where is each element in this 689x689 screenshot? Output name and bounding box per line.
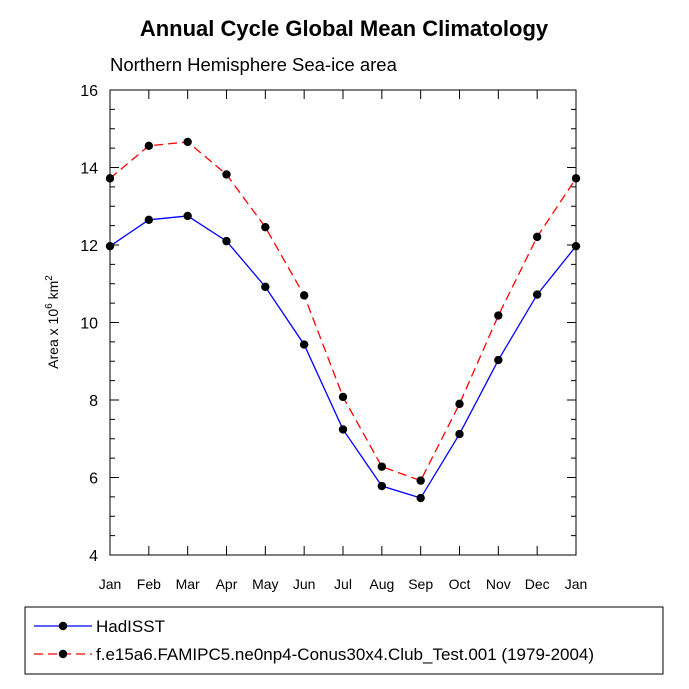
y-axis-label-unit: km bbox=[45, 281, 61, 304]
x-tick-label: Nov bbox=[486, 576, 511, 592]
y-axis-label-sup1: 6 bbox=[44, 303, 55, 309]
x-tick-label: Jan bbox=[99, 576, 122, 592]
y-tick-label: 16 bbox=[80, 83, 98, 100]
x-tick-label: May bbox=[252, 576, 278, 592]
data-point bbox=[261, 282, 270, 292]
legend-swatch-marker bbox=[58, 649, 68, 659]
series-layer bbox=[105, 137, 581, 503]
legend: HadISST f.e15a6.FAMIPC5.ne0np4-Conus30x4.… bbox=[34, 617, 594, 664]
data-point bbox=[571, 241, 581, 251]
x-tick-label: Oct bbox=[449, 576, 471, 592]
data-point bbox=[571, 174, 581, 183]
y-tick-label: 6 bbox=[89, 471, 98, 488]
legend-entry-label: HadISST bbox=[96, 617, 165, 636]
y-axis-label-text: Area x 10 bbox=[45, 309, 61, 369]
y-tick-label: 4 bbox=[89, 548, 98, 565]
data-point bbox=[338, 425, 348, 434]
x-tick-label: Mar bbox=[176, 576, 200, 592]
y-axis: 4 6 8 10 12 14 16 bbox=[80, 83, 576, 565]
y-axis-label: Area x 106 km2 bbox=[44, 275, 61, 369]
x-tick-label: Aug bbox=[369, 576, 394, 592]
y-tick-label: 14 bbox=[80, 161, 98, 178]
legend-swatch-marker bbox=[58, 621, 68, 631]
data-point bbox=[494, 355, 503, 365]
chart-title: Annual Cycle Global Mean Climatology bbox=[140, 16, 549, 41]
x-tick-label: Apr bbox=[216, 576, 238, 592]
data-point bbox=[261, 222, 270, 232]
data-point bbox=[105, 174, 115, 183]
y-tick-label: 10 bbox=[80, 316, 98, 333]
x-tick-label: Sep bbox=[408, 576, 433, 592]
x-tick-label: Jan bbox=[565, 576, 588, 592]
data-point bbox=[183, 137, 192, 147]
x-tick-label: Dec bbox=[525, 576, 550, 592]
x-tick-label: Jun bbox=[293, 576, 316, 592]
x-axis: Jan Feb Mar Apr May Jun Jul Aug Sep Oct Nov Dec Jan bbox=[99, 90, 588, 592]
chart-subtitle: Northern Hemisphere Sea-ice area bbox=[110, 54, 398, 75]
data-point bbox=[144, 141, 154, 150]
data-point bbox=[455, 399, 464, 409]
data-point bbox=[377, 481, 387, 491]
data-point bbox=[494, 311, 503, 320]
data-point bbox=[338, 392, 348, 402]
data-point bbox=[222, 236, 231, 246]
data-point bbox=[532, 290, 542, 299]
series-line-0 bbox=[109, 215, 577, 499]
data-point bbox=[222, 170, 231, 179]
legend-entry-label: f.e15a6.FAMIPC5.ne0np4-Conus30x4.Club_Te… bbox=[96, 645, 594, 664]
x-tick-label: Feb bbox=[137, 576, 161, 592]
y-axis-label-sup2: 2 bbox=[44, 275, 55, 281]
data-point bbox=[144, 215, 154, 225]
data-point bbox=[416, 476, 425, 485]
y-tick-label: 12 bbox=[80, 238, 98, 255]
data-point bbox=[105, 241, 115, 251]
y-tick-label: 8 bbox=[89, 393, 98, 410]
plot-frame bbox=[109, 89, 577, 556]
data-point bbox=[299, 340, 309, 349]
data-point bbox=[455, 429, 464, 439]
data-point bbox=[299, 291, 309, 300]
x-tick-label: Jul bbox=[334, 576, 352, 592]
data-point bbox=[532, 232, 542, 242]
data-point bbox=[377, 462, 387, 471]
data-point bbox=[183, 211, 192, 221]
legend-box bbox=[24, 606, 664, 675]
data-point bbox=[416, 493, 425, 503]
